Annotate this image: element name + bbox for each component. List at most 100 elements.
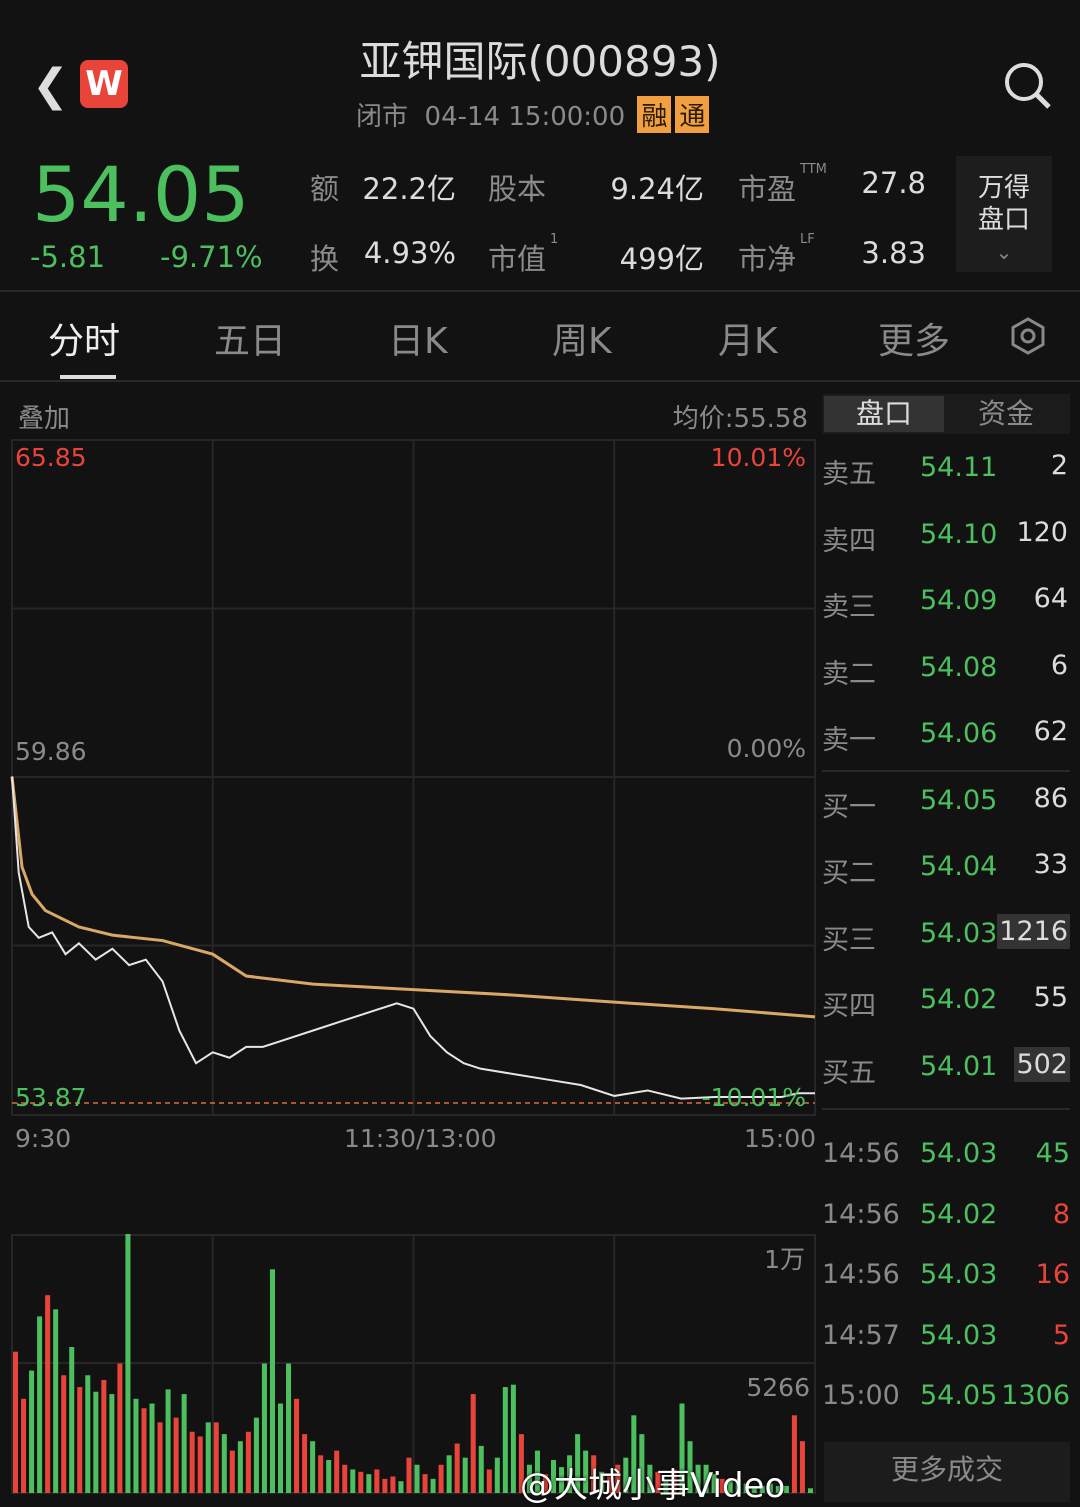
volume-bar [277, 1403, 284, 1493]
tab-funds[interactable]: 资金 [977, 397, 1034, 430]
stat-value: 9.24亿 [610, 172, 704, 206]
volume-bar [607, 1476, 613, 1493]
tab-4[interactable]: 月K [718, 321, 778, 362]
settings-icon[interactable] [1008, 316, 1048, 356]
volume-bar [639, 1434, 645, 1493]
volume-bar [430, 1478, 436, 1493]
overlay-button[interactable]: 叠加 [18, 404, 71, 434]
time-start: 9:30 [15, 1124, 72, 1153]
time-end: 15:00 [744, 1124, 817, 1153]
stat-value: 4.93% [363, 236, 456, 270]
level-volume: 502 [1014, 1046, 1070, 1082]
volume-top-label: 1万 [764, 1245, 805, 1274]
level-volume: 55 [1033, 982, 1068, 1013]
volume-bar [542, 1474, 549, 1493]
volume-bar [767, 1483, 773, 1493]
tab-2[interactable]: 日K [388, 321, 448, 362]
trade-price: 54.02 [920, 1198, 998, 1230]
more-trades-button[interactable]: 更多成交 [824, 1442, 1070, 1502]
level-label: 卖二 [822, 658, 876, 690]
volume-bar [518, 1434, 524, 1493]
tab-1[interactable]: 五日 [214, 321, 287, 362]
stat-label: 市值 [488, 242, 547, 276]
bottom-pct-label: -10.01% [701, 1083, 806, 1112]
trade-volume: 16 [1035, 1259, 1070, 1290]
time-mid: 11:30/13:00 [344, 1124, 497, 1153]
tab-3[interactable]: 周K [552, 321, 612, 362]
trade-time: 14:56 [822, 1138, 900, 1169]
tab-0[interactable]: 分时 [48, 321, 121, 362]
volume-bar [37, 1316, 43, 1493]
volume-bar [791, 1415, 797, 1493]
level-price: 54.09 [920, 585, 998, 616]
back-button[interactable]: ❮ [32, 60, 69, 111]
volume-bar [237, 1441, 243, 1493]
level-label: 买三 [822, 924, 876, 956]
volume-bar [77, 1387, 83, 1493]
volume-bar [559, 1467, 565, 1493]
volume-bar [719, 1478, 725, 1493]
volume-bar [575, 1434, 581, 1493]
volume-bar [286, 1363, 292, 1493]
level-price: 54.02 [920, 984, 998, 1015]
level-volume: 33 [1033, 849, 1068, 880]
search-icon[interactable] [1002, 60, 1052, 110]
volume-bar [711, 1474, 717, 1493]
trade-time: 14:56 [822, 1259, 900, 1290]
badge-rong: 融 [637, 96, 672, 133]
badge-tong: 通 [675, 96, 710, 133]
top-price-label: 65.85 [15, 443, 87, 472]
level-label: 买一 [822, 791, 876, 823]
orderbook-row: 买一 54.05 86 [822, 769, 1072, 835]
volume-bar [213, 1422, 219, 1493]
volume-bar [454, 1443, 460, 1493]
volume-bar [615, 1464, 621, 1493]
watermark: @大城小事Video [520, 1466, 786, 1506]
orderbook-row: 卖一 54.06 62 [822, 702, 1072, 768]
volume-bar [366, 1474, 372, 1493]
stat-value: 22.2亿 [362, 172, 456, 206]
level-label: 卖一 [822, 725, 876, 756]
volume-bar [165, 1389, 171, 1493]
volume-bar [679, 1403, 685, 1493]
wind-label-1: 万得 [977, 173, 1030, 203]
level-label: 买二 [822, 858, 876, 889]
level-volume: 6 [1050, 649, 1068, 681]
orderbook-row: 卖四 54.10 120 [822, 503, 1072, 569]
volume-bar [390, 1476, 396, 1493]
stat-label: 市盈 [738, 172, 797, 206]
level-label: 卖三 [822, 592, 876, 623]
level-label: 买四 [822, 991, 876, 1022]
volume-bar [462, 1457, 468, 1493]
volume-bar [85, 1375, 91, 1493]
last-price: 54.05 [32, 150, 250, 239]
level-volume: 120 [1016, 516, 1068, 548]
prev-close-label: 59.86 [15, 737, 87, 766]
volume-bar [133, 1398, 139, 1493]
volume-bar [61, 1375, 67, 1493]
volume-bar [751, 1485, 757, 1493]
tab-5[interactable]: 更多 [878, 321, 951, 362]
volume-bar [302, 1434, 308, 1493]
volume-bar [398, 1481, 404, 1493]
volume-bar [470, 1394, 476, 1493]
volume-bar [687, 1441, 693, 1493]
intraday-chart[interactable] [0, 430, 820, 1505]
status-text: 闭市 [356, 102, 409, 132]
level-label: 买五 [822, 1057, 876, 1089]
app-logo: W [80, 60, 128, 108]
stat-label: 额 [310, 172, 340, 206]
volume-bar [551, 1460, 557, 1493]
trade-price: 54.03 [920, 1259, 998, 1290]
orderbook-row: 卖二 54.08 6 [822, 636, 1072, 702]
orderbook-tabs: 盘口 资金 [822, 394, 1070, 434]
volume-bar [759, 1485, 765, 1493]
wind-orderbook-button[interactable]: 万得 盘口 ⌄ [956, 156, 1052, 272]
stat-value: 27.8 [861, 166, 926, 200]
stat-superscript: TTM [800, 162, 827, 177]
volume-bar [510, 1384, 516, 1493]
volume-bar [374, 1469, 380, 1493]
volume-bar [382, 1478, 388, 1493]
orderbook-row: 买二 54.04 33 [822, 835, 1072, 901]
tab-orderbook[interactable]: 盘口 [824, 396, 944, 432]
